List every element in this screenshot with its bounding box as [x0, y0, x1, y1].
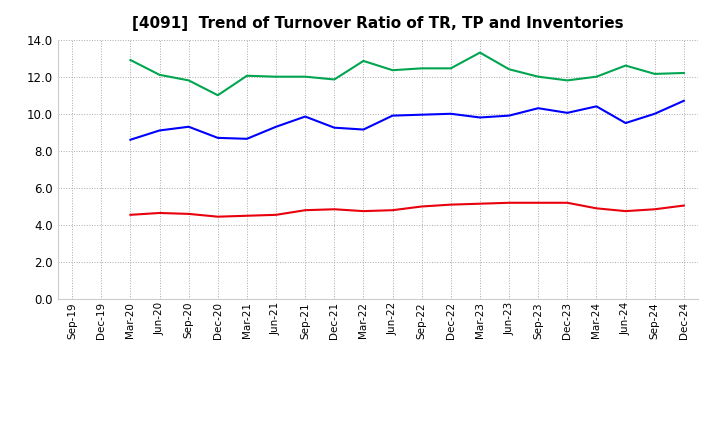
Trade Payables: [650, 111, 659, 117]
Inventories: [301, 74, 310, 79]
Inventories: [184, 78, 193, 83]
Trade Receivables: [680, 203, 688, 208]
Trade Receivables: [476, 201, 485, 206]
Trade Payables: [271, 124, 280, 129]
Inventories: [534, 74, 543, 79]
Trade Receivables: [301, 208, 310, 213]
Inventories: [156, 72, 164, 77]
Trade Payables: [621, 121, 630, 126]
Trade Receivables: [418, 204, 426, 209]
Trade Receivables: [359, 209, 368, 214]
Trade Payables: [126, 137, 135, 143]
Trade Receivables: [534, 200, 543, 205]
Line: Trade Payables: Trade Payables: [130, 101, 684, 140]
Trade Receivables: [243, 213, 251, 218]
Trade Receivables: [621, 209, 630, 214]
Trade Receivables: [505, 200, 513, 205]
Inventories: [388, 68, 397, 73]
Trade Receivables: [592, 205, 600, 211]
Trade Payables: [505, 113, 513, 118]
Inventories: [126, 57, 135, 62]
Trade Receivables: [388, 208, 397, 213]
Inventories: [563, 78, 572, 83]
Inventories: [359, 58, 368, 63]
Inventories: [446, 66, 455, 71]
Trade Payables: [680, 98, 688, 103]
Line: Trade Receivables: Trade Receivables: [130, 203, 684, 216]
Inventories: [418, 66, 426, 71]
Trade Payables: [418, 112, 426, 117]
Trade Payables: [330, 125, 338, 130]
Line: Inventories: Inventories: [130, 52, 684, 95]
Title: [4091]  Trend of Turnover Ratio of TR, TP and Inventories: [4091] Trend of Turnover Ratio of TR, TP…: [132, 16, 624, 32]
Trade Payables: [388, 113, 397, 118]
Inventories: [680, 70, 688, 76]
Trade Payables: [476, 115, 485, 120]
Trade Receivables: [156, 210, 164, 216]
Trade Payables: [184, 124, 193, 129]
Trade Payables: [592, 104, 600, 109]
Trade Payables: [243, 136, 251, 141]
Trade Receivables: [213, 214, 222, 219]
Inventories: [330, 77, 338, 82]
Trade Payables: [534, 106, 543, 111]
Trade Receivables: [446, 202, 455, 207]
Inventories: [621, 63, 630, 68]
Trade Receivables: [184, 211, 193, 216]
Inventories: [243, 73, 251, 78]
Trade Receivables: [330, 207, 338, 212]
Trade Payables: [563, 110, 572, 115]
Trade Payables: [446, 111, 455, 117]
Trade Receivables: [271, 212, 280, 217]
Trade Payables: [359, 127, 368, 132]
Trade Payables: [156, 128, 164, 133]
Inventories: [213, 92, 222, 98]
Inventories: [650, 71, 659, 77]
Trade Payables: [213, 135, 222, 140]
Trade Payables: [301, 114, 310, 119]
Trade Receivables: [126, 212, 135, 217]
Inventories: [592, 74, 600, 79]
Inventories: [271, 74, 280, 79]
Trade Receivables: [650, 207, 659, 212]
Trade Receivables: [563, 200, 572, 205]
Inventories: [505, 66, 513, 72]
Inventories: [476, 50, 485, 55]
